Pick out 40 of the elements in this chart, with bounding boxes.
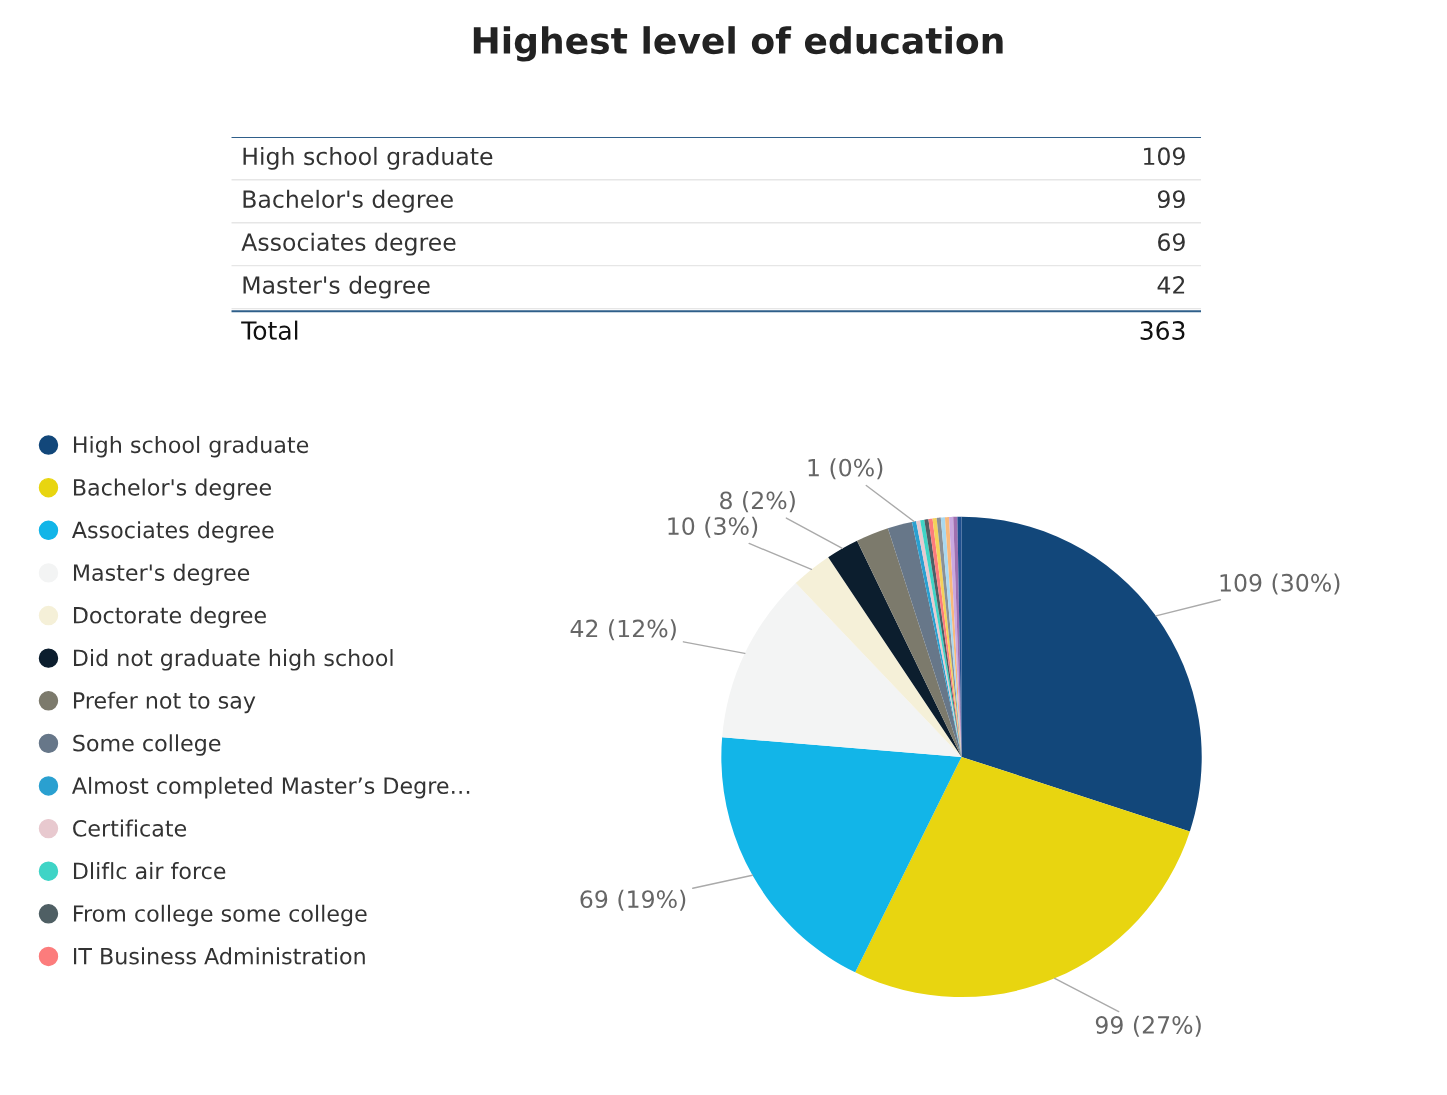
data-label: 10 (3%) [668, 516, 758, 538]
legend-label: Prefer not to say [73, 691, 256, 714]
data-label: 99 [1157, 190, 1185, 209]
data-label: 1 (0%) [808, 458, 883, 480]
data-label: 69 (19%) [580, 889, 686, 911]
text: Highest level of education [473, 26, 1003, 62]
data-label: 69 [1158, 233, 1185, 252]
pie-slice [828, 540, 962, 757]
pie-slice [795, 557, 962, 757]
legend-label: Master's degree [73, 563, 250, 586]
pie-slice [722, 583, 962, 757]
data-label: 109 [1143, 147, 1185, 166]
pie-slice [961, 516, 1202, 832]
legend-label: Almost completed Master’s Degre… [71, 776, 470, 799]
legend-label: Some college [73, 734, 221, 756]
legend-label: From college some college [73, 904, 367, 927]
text: 363 [1140, 321, 1185, 340]
data-label: 99 (27%) [1095, 1015, 1201, 1037]
data-label: 109 (30%) [1220, 573, 1340, 595]
pie-slice [721, 737, 962, 973]
data-label: 42 (12%) [570, 619, 676, 641]
data-label: 42 [1157, 276, 1185, 294]
legend-label: Did not graduate high school [73, 649, 393, 671]
legend-label: Bachelor's degree [73, 478, 271, 501]
text: Total [241, 320, 298, 340]
category-label: Master's degree [243, 275, 430, 299]
legend-label: IT Business Administration [73, 947, 365, 965]
legend-label: High school graduate [73, 435, 309, 458]
pie-slice [857, 528, 962, 757]
category-label: Bachelor's degree [243, 189, 453, 213]
data-label: 8 (2%) [720, 491, 795, 513]
legend-label: Certificate [73, 819, 187, 837]
pie-slice [855, 756, 1190, 998]
category-label: High school graduate [243, 146, 493, 170]
pie-slice [887, 521, 962, 757]
pie-slice [957, 516, 962, 757]
legend-label: Associates degree [71, 521, 274, 543]
category-label: Associates degree [241, 232, 456, 256]
legend-label: Doctorate degree [73, 606, 266, 628]
legend-label: Dliflc air force [73, 862, 226, 880]
